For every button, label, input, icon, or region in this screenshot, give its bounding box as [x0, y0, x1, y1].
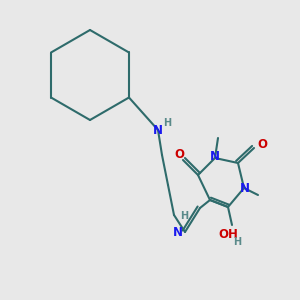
Text: N: N — [210, 151, 220, 164]
Text: N: N — [153, 124, 163, 136]
Text: H: H — [180, 211, 188, 221]
Text: OH: OH — [218, 227, 238, 241]
Text: H: H — [163, 118, 171, 128]
Text: O: O — [174, 148, 184, 160]
Text: O: O — [257, 137, 267, 151]
Text: N: N — [173, 226, 183, 238]
Text: N: N — [240, 182, 250, 196]
Text: H: H — [233, 237, 241, 247]
